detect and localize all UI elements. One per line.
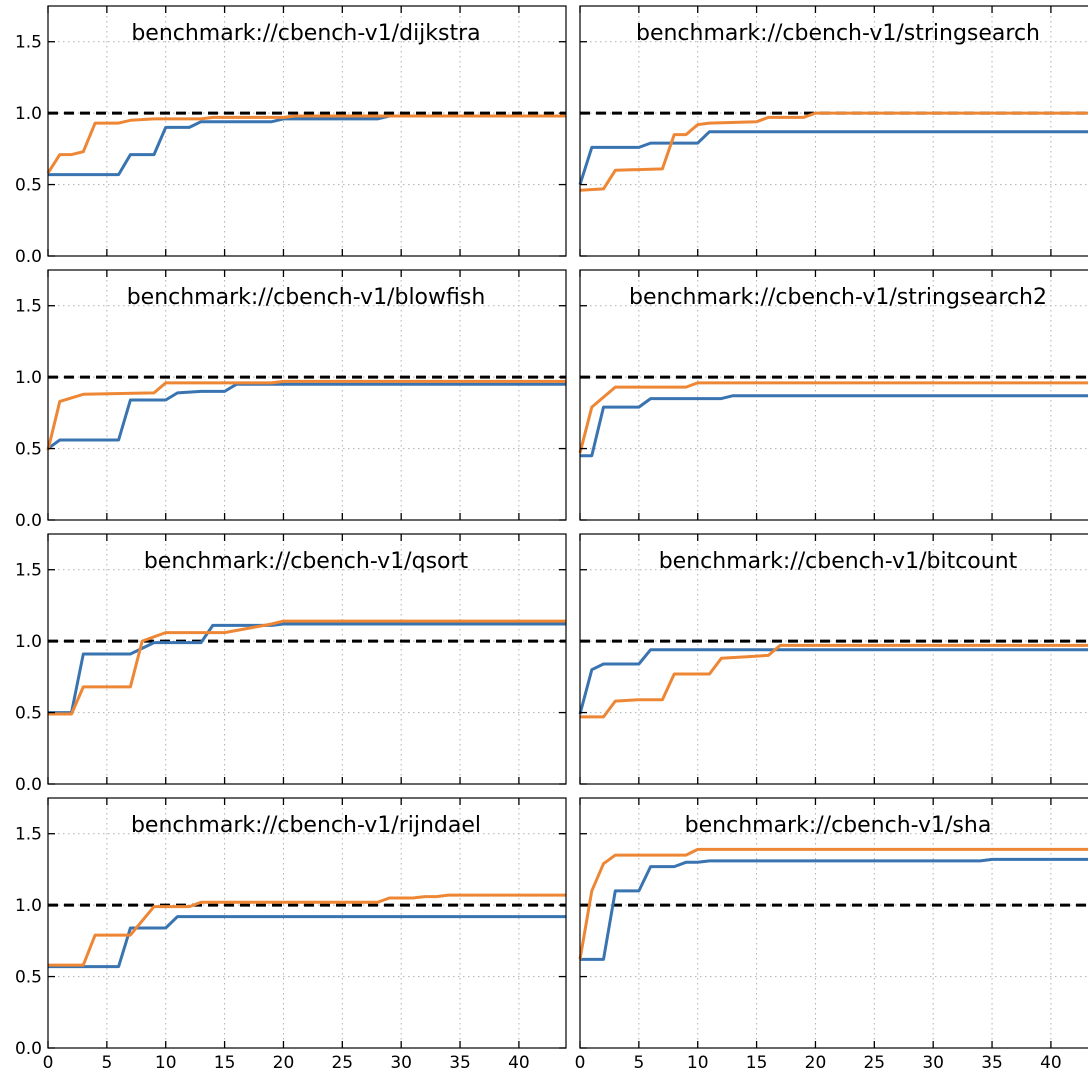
panel-7: 0.0 0.5 1.0 1.5 0 5 10 15 20 25 30 35 40 benchmark://…	[15, 797, 567, 1073]
y-tick-label: 0.0	[15, 775, 42, 795]
y-tick-label: 0.5	[15, 440, 42, 460]
x-tick-label: 25	[331, 1053, 353, 1073]
y-tick-label: 1.5	[15, 297, 42, 317]
x-tick-label: 5	[633, 1053, 644, 1073]
panel-frame	[47, 269, 567, 521]
x-tick-label: 30	[922, 1053, 944, 1073]
y-tick-label: 1.0	[15, 368, 42, 388]
y-tick-label: 1.0	[15, 632, 42, 652]
x-tick-label: 20	[273, 1053, 295, 1073]
y-tick-label: 1.0	[15, 896, 42, 916]
panel-frame	[579, 269, 1088, 521]
series-line-1	[48, 915, 566, 969]
y-tick-label: 1.5	[15, 33, 42, 53]
panel-title: benchmark://cbench-v1/rijndael	[131, 813, 481, 838]
panel-frame	[579, 797, 1088, 1049]
series-line-1	[48, 114, 566, 177]
panel-2: benchmark://cbench-v1/stringsearch	[578, 5, 1088, 257]
panel-frame	[579, 5, 1088, 257]
x-tick-label: 10	[155, 1053, 177, 1073]
y-tick-label: 0.5	[15, 176, 42, 196]
panel-4: benchmark://cbench-v1/stringsearch2	[578, 269, 1088, 521]
y-tick-label: 0.0	[15, 1039, 42, 1059]
series-line-1	[578, 130, 1088, 186]
series-line-2	[580, 643, 1088, 719]
series-line-2	[578, 847, 1088, 960]
series-line-2	[579, 111, 1088, 192]
panel-frame	[579, 533, 1088, 785]
x-tick-label: 5	[101, 1053, 112, 1073]
y-tick-label: 0.0	[15, 247, 42, 267]
panel-5: 0.0 0.5 1.0 1.5 benchmark://cbench-v1/qsort	[15, 533, 567, 795]
x-tick-label: 35	[449, 1053, 471, 1073]
panel-title: benchmark://cbench-v1/bitcount	[659, 549, 1018, 574]
x-tick-label: 25	[863, 1053, 885, 1073]
x-tick-label: 40	[1040, 1053, 1062, 1073]
panel-frame	[47, 797, 567, 1049]
x-tick-label: 40	[508, 1053, 530, 1073]
panel-title: benchmark://cbench-v1/blowfish	[127, 285, 486, 310]
panel-frame	[47, 5, 567, 257]
panel-6: benchmark://cbench-v1/bitcount	[578, 533, 1088, 785]
panel-title: benchmark://cbench-v1/qsort	[144, 549, 469, 574]
x-tick-label: 20	[805, 1053, 827, 1073]
panel-8: 0 5 10 15 20 25 30 35 40 benchmark://cbench-v1/sh…	[575, 797, 1088, 1073]
panel-title: benchmark://cbench-v1/stringsearch	[636, 21, 1040, 46]
x-tick-label: 0	[575, 1053, 586, 1073]
series-line-2	[46, 379, 566, 451]
series-line-2	[578, 381, 1088, 454]
series-line-1	[578, 648, 1088, 715]
y-tick-label: 0.5	[15, 968, 42, 988]
x-tick-label: 15	[214, 1053, 236, 1073]
y-tick-label: 1.0	[15, 104, 42, 124]
panel-3: 0.0 0.5 1.0 1.5 benchmark://cbench-v1/blowfi…	[15, 269, 567, 531]
panel-title: benchmark://cbench-v1/stringsearch2	[629, 285, 1047, 310]
y-tick-label: 0.0	[15, 511, 42, 531]
series-line-1	[580, 394, 1088, 458]
y-tick-label: 0.5	[15, 704, 42, 724]
panel-title: benchmark://cbench-v1/sha	[685, 813, 992, 838]
y-tick-label: 1.5	[15, 825, 42, 845]
x-tick-label: 0	[43, 1053, 54, 1073]
x-tick-label: 35	[981, 1053, 1003, 1073]
series-line-2	[46, 114, 566, 174]
x-tick-label: 10	[687, 1053, 709, 1073]
panel-title: benchmark://cbench-v1/dijkstra	[131, 21, 480, 46]
panel-frame	[47, 533, 567, 785]
series-line-1	[48, 622, 566, 715]
series-line-2	[48, 893, 566, 967]
x-tick-label: 15	[746, 1053, 768, 1073]
x-tick-label: 30	[390, 1053, 412, 1073]
panel-1: 0.0 0.5 1.0 1.5 benchmark://cbench-v1/dijkst…	[15, 5, 567, 267]
series-line-1	[47, 382, 566, 450]
series-line-2	[48, 619, 566, 716]
series-line-1	[580, 857, 1088, 961]
y-tick-label: 1.5	[15, 561, 42, 581]
